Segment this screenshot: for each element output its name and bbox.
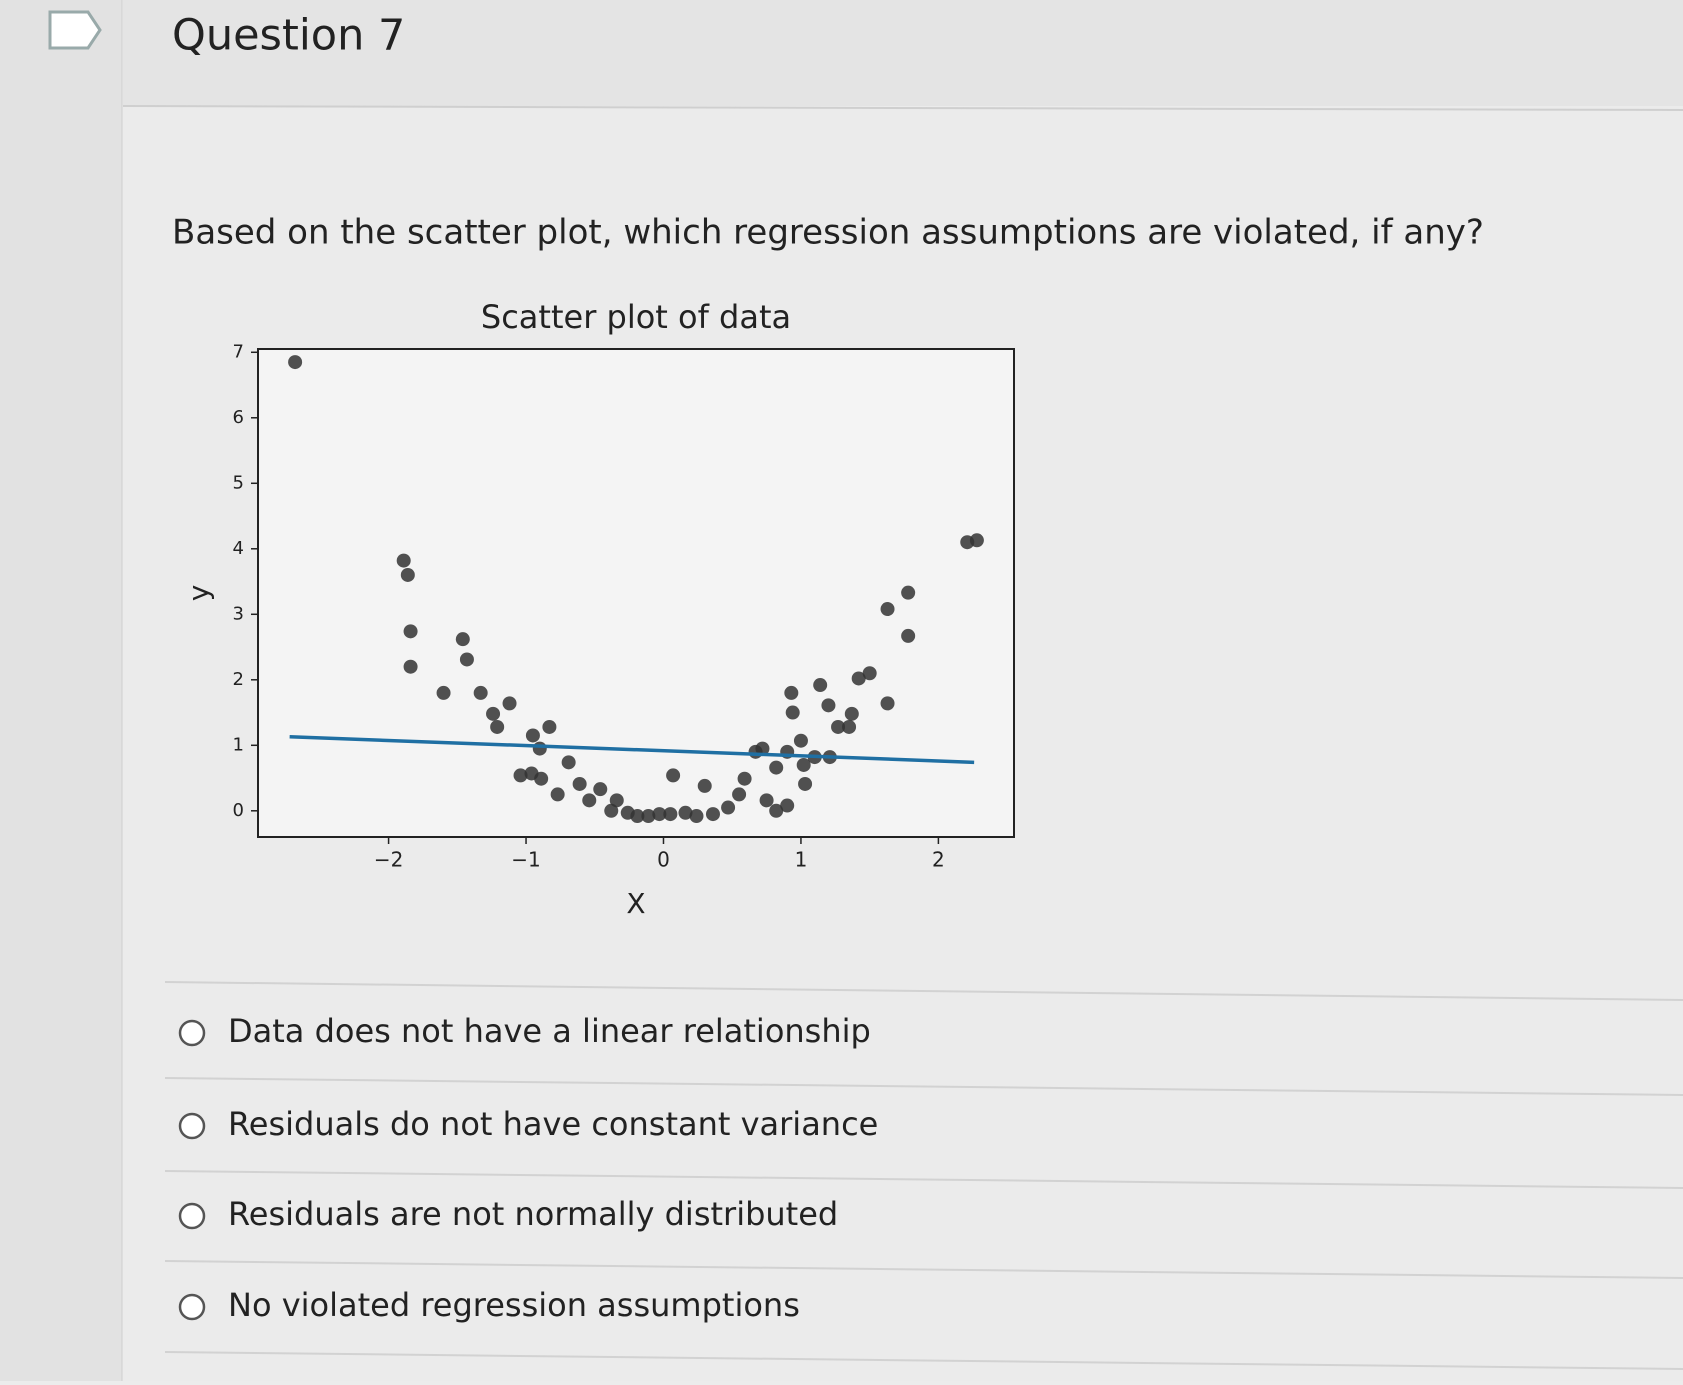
scatter-point bbox=[288, 355, 303, 370]
option-separator bbox=[164, 1170, 1683, 1189]
scatter-point bbox=[532, 741, 547, 756]
radio-button[interactable] bbox=[178, 1202, 206, 1230]
scatter-point bbox=[721, 800, 736, 815]
scatter-point bbox=[793, 733, 808, 748]
scatter-point bbox=[862, 666, 877, 681]
option-separator bbox=[164, 1260, 1683, 1279]
sidebar bbox=[0, 0, 122, 1381]
scatter-point bbox=[459, 652, 474, 667]
scatter-point bbox=[403, 624, 418, 639]
radio-button[interactable] bbox=[178, 1019, 206, 1047]
x-tick-label: −1 bbox=[511, 848, 540, 872]
y-tick-label: 5 bbox=[233, 472, 244, 493]
scatter-point bbox=[880, 602, 895, 617]
scatter-point bbox=[798, 776, 813, 791]
y-tick-label: 4 bbox=[233, 538, 244, 559]
y-tick-label: 6 bbox=[233, 407, 244, 428]
scatter-point bbox=[593, 782, 608, 797]
y-axis-label: y bbox=[182, 585, 215, 602]
scatter-point bbox=[502, 696, 517, 711]
scatter-point bbox=[759, 793, 774, 808]
question-text: Based on the scatter plot, which regress… bbox=[172, 213, 1484, 253]
scatter-point bbox=[780, 798, 795, 813]
scatter-point bbox=[769, 760, 784, 775]
scatter-point bbox=[652, 807, 667, 822]
scatter-point bbox=[844, 706, 859, 721]
scatter-point bbox=[455, 632, 470, 647]
question-title: Question 7 bbox=[172, 11, 405, 61]
header-border bbox=[122, 105, 1683, 111]
scatter-point bbox=[641, 809, 656, 824]
chart: Scatter plot of data Xy 0 1 2 3 4 5 6 7 −2 −1 0 1 2 bbox=[182, 298, 1015, 920]
scatter-point bbox=[769, 803, 784, 818]
scatter-point bbox=[697, 778, 712, 793]
scatter-point bbox=[901, 585, 916, 600]
x-tick-label: 1 bbox=[795, 848, 808, 872]
scatter-point bbox=[732, 787, 747, 802]
scatter-point bbox=[396, 553, 411, 568]
scatter-point bbox=[663, 807, 678, 822]
scatter-point bbox=[604, 803, 619, 818]
scatter-point bbox=[572, 776, 587, 791]
radio-button[interactable] bbox=[178, 1112, 206, 1140]
option-separator bbox=[164, 981, 1683, 1001]
scatter-point bbox=[831, 719, 846, 734]
scatter-point bbox=[851, 671, 866, 686]
y-tick-label: 3 bbox=[233, 603, 244, 624]
scatter-point bbox=[785, 705, 800, 720]
scatter-point bbox=[796, 757, 811, 772]
radio-button[interactable] bbox=[178, 1293, 206, 1321]
scatter-point bbox=[542, 719, 557, 734]
y-tick-label: 2 bbox=[233, 669, 244, 690]
scatter-point bbox=[525, 728, 540, 743]
option-separator bbox=[164, 1351, 1683, 1370]
scatter-point bbox=[630, 809, 645, 824]
scatter-point bbox=[813, 678, 828, 693]
scatter-point bbox=[400, 567, 415, 582]
scatter-point bbox=[755, 741, 770, 756]
scatter-point bbox=[609, 793, 624, 808]
scatter-point bbox=[784, 685, 799, 700]
scatter-point bbox=[705, 807, 720, 822]
option-label[interactable]: Data does not have a linear relationship bbox=[228, 1012, 871, 1050]
x-axis-label: X bbox=[626, 887, 645, 920]
x-tick-label: −2 bbox=[374, 848, 403, 872]
scatter-point bbox=[969, 533, 984, 548]
scatter-point bbox=[666, 768, 681, 783]
scatter-point bbox=[689, 809, 704, 824]
option-label[interactable]: Residuals are not normally distributed bbox=[228, 1195, 838, 1233]
option-separator bbox=[164, 1077, 1683, 1096]
header-band bbox=[123, 0, 1683, 106]
scatter-point bbox=[901, 628, 916, 643]
y-tick-label: 0 bbox=[233, 800, 244, 821]
option-label[interactable]: No violated regression assumptions bbox=[228, 1286, 800, 1324]
scatter-point bbox=[550, 787, 565, 802]
scatter-point bbox=[678, 805, 693, 820]
regression-line bbox=[289, 735, 975, 765]
chart-title: Scatter plot of data bbox=[481, 298, 791, 336]
scatter-point bbox=[737, 771, 752, 786]
scatter-point bbox=[490, 719, 505, 734]
scatter-point bbox=[821, 698, 836, 713]
scatter-point bbox=[842, 719, 857, 734]
answer-options: Data does not have a linear relationship… bbox=[164, 981, 1683, 1370]
x-tick-label: 0 bbox=[657, 848, 670, 872]
y-tick-label: 1 bbox=[233, 734, 244, 755]
scatter-point bbox=[880, 696, 895, 711]
scatter-point bbox=[561, 755, 576, 770]
option-label[interactable]: Residuals do not have constant variance bbox=[228, 1105, 878, 1143]
x-tick-label: 2 bbox=[932, 848, 945, 872]
scatter-point bbox=[473, 685, 488, 700]
scatter-point bbox=[436, 685, 451, 700]
y-tick-label: 7 bbox=[233, 341, 244, 362]
flag-icon[interactable] bbox=[48, 10, 102, 50]
plot-area bbox=[257, 348, 1015, 838]
scatter-point bbox=[486, 706, 501, 721]
scatter-point bbox=[403, 659, 418, 674]
scatter-point bbox=[582, 793, 597, 808]
scatter-point bbox=[513, 768, 528, 783]
scatter-point bbox=[534, 771, 549, 786]
